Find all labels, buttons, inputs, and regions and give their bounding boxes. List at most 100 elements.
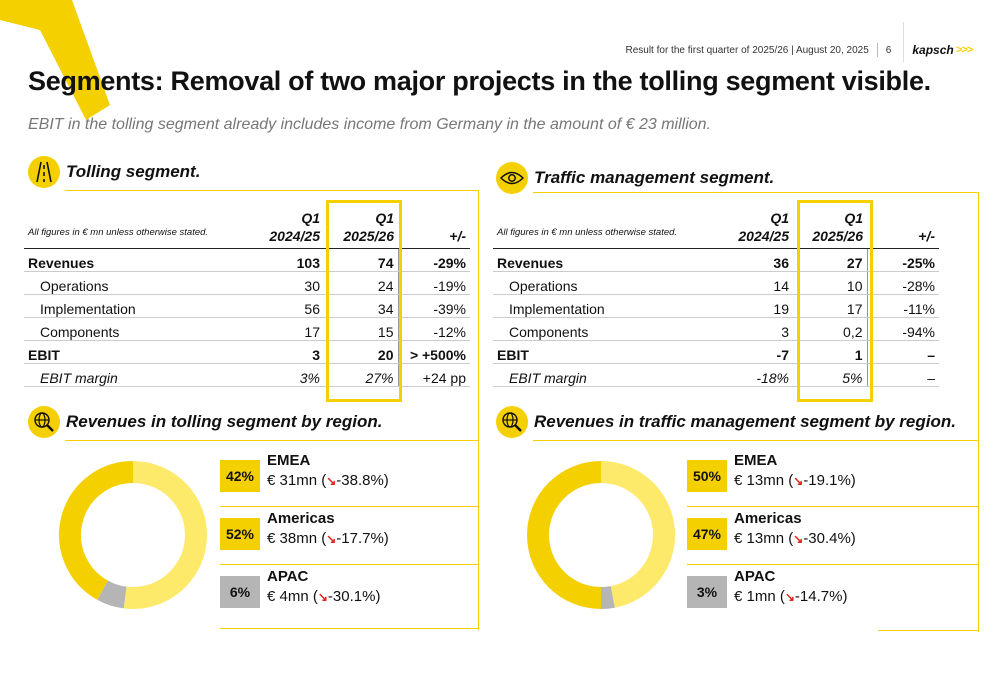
row-change: -25% xyxy=(866,248,939,272)
row-change: -19% xyxy=(397,271,470,295)
globe-search-icon xyxy=(28,406,60,438)
page-number: 6 xyxy=(885,44,892,56)
row-value-curr: 27% xyxy=(324,363,398,387)
table-row: Operations 14 10 -28% xyxy=(493,271,939,295)
traffic-region-emea: 50% EMEA € 13mn (↘-19.1%) xyxy=(687,452,856,492)
region-text: APAC € 4mn (↘-30.1%) xyxy=(267,568,380,608)
region-share-badge: 52% xyxy=(220,518,260,550)
row-change: -94% xyxy=(866,317,939,341)
col-year-label: 2024/25 xyxy=(738,227,789,244)
row-change: -28% xyxy=(866,271,939,295)
row-change: – xyxy=(866,363,939,387)
tolling-col-curr: Q1 2025/26 xyxy=(324,200,398,249)
row-change: -11% xyxy=(866,294,939,318)
eye-icon xyxy=(496,162,528,194)
donut-slice-emea xyxy=(527,461,602,609)
region-value-amount: € 13mn ( xyxy=(734,530,794,547)
table-row: Components 3 0,2 -94% xyxy=(493,317,939,341)
traffic-section-title: Traffic management segment. xyxy=(534,168,775,187)
row-label: Implementation xyxy=(493,294,723,318)
row-change: -29% xyxy=(397,248,470,272)
region-text: EMEA € 13mn (↘-19.1%) xyxy=(734,452,856,492)
traffic-region-americas: 47% Americas € 13mn (↘-30.4%) xyxy=(687,510,856,550)
col-q-label: Q1 xyxy=(301,209,320,226)
region-divider xyxy=(687,564,978,565)
tolling-table-note: All figures in € mn unless otherwise sta… xyxy=(24,200,254,249)
page-subtitle: EBIT in the tolling segment already incl… xyxy=(28,116,711,133)
region-divider xyxy=(220,628,478,629)
table-row: Components 17 15 -12% xyxy=(24,317,470,341)
header-separator-tall xyxy=(903,22,905,62)
col-q-label: Q1 xyxy=(375,209,394,226)
row-value-prev: 14 xyxy=(723,271,793,295)
traffic-col-curr: Q1 2025/26 xyxy=(793,200,867,249)
region-text: Americas € 38mn (↘-17.7%) xyxy=(267,510,389,550)
corner-decoration xyxy=(0,0,110,120)
region-value-amount: € 31mn ( xyxy=(267,472,327,489)
tolling-region-americas: 52% Americas € 38mn (↘-17.7%) xyxy=(220,510,389,550)
region-value-amount: € 13mn ( xyxy=(734,472,794,489)
row-label: Implementation xyxy=(24,294,254,318)
tolling-donut-chart xyxy=(59,461,207,609)
region-text: EMEA € 31mn (↘-38.8%) xyxy=(267,452,389,492)
region-divider xyxy=(878,630,978,631)
row-value-prev: 56 xyxy=(254,294,324,318)
row-value-curr: 20 xyxy=(324,340,398,364)
tolling-regions-header: Revenues in tolling segment by region. xyxy=(28,406,382,438)
header-info: Result for the first quarter of 2025/26 … xyxy=(625,44,869,56)
traffic-table-note: All figures in € mn unless otherwise sta… xyxy=(493,200,723,249)
region-value-change: -19.1%) xyxy=(803,472,856,489)
region-value-change: -17.7%) xyxy=(336,530,389,547)
row-value-prev: 17 xyxy=(254,317,324,341)
donut-slice-americas xyxy=(123,461,207,609)
table-row: Revenues 36 27 -25% xyxy=(493,248,939,272)
donut-slice-apac xyxy=(97,580,127,609)
row-change: > +500% xyxy=(397,340,470,364)
row-change: – xyxy=(866,340,939,364)
globe-search-icon xyxy=(496,406,528,438)
col-year-label: 2024/25 xyxy=(269,227,320,244)
row-value-prev: 3 xyxy=(723,317,793,341)
tolling-right-rule xyxy=(478,190,479,630)
logo-arrows: >>> xyxy=(955,44,973,56)
row-label: EBIT xyxy=(24,340,254,364)
region-name: EMEA xyxy=(267,452,311,469)
region-value: € 13mn (↘-30.4%) xyxy=(734,528,856,550)
col-q-label: Q1 xyxy=(844,209,863,226)
row-value-curr: 1 xyxy=(793,340,867,364)
tolling-regions-title: Revenues in tolling segment by region. xyxy=(66,412,383,431)
traffic-header-rule xyxy=(533,192,979,193)
traffic-regions-header: Revenues in traffic management segment b… xyxy=(496,406,956,438)
down-arrow-icon: ↘ xyxy=(793,532,804,546)
page-title: Segments: Removal of two major projects … xyxy=(28,66,931,96)
row-value-curr: 10 xyxy=(793,271,867,295)
tolling-section-title: Tolling segment. xyxy=(66,162,201,181)
row-label: Revenues xyxy=(493,248,723,272)
tolling-header-rule xyxy=(65,190,478,191)
region-value-amount: € 4mn ( xyxy=(267,588,318,605)
tolling-highlight-box xyxy=(326,200,402,402)
tolling-col-prev: Q1 2024/25 xyxy=(254,200,324,249)
row-label: EBIT xyxy=(493,340,723,364)
donut-slice-americas xyxy=(600,461,675,608)
row-value-prev: -7 xyxy=(723,340,793,364)
region-name: APAC xyxy=(734,568,776,585)
tolling-table: All figures in € mn unless otherwise sta… xyxy=(24,200,470,387)
down-arrow-icon: ↘ xyxy=(784,590,795,604)
table-row: Implementation 19 17 -11% xyxy=(493,294,939,318)
region-text: Americas € 13mn (↘-30.4%) xyxy=(734,510,856,550)
region-share-badge: 42% xyxy=(220,460,260,492)
tolling-region-apac: 6% APAC € 4mn (↘-30.1%) xyxy=(220,568,380,608)
table-row: Implementation 56 34 -39% xyxy=(24,294,470,318)
traffic-table: All figures in € mn unless otherwise sta… xyxy=(493,200,939,387)
region-value-change: -38.8%) xyxy=(336,472,389,489)
region-value-change: -14.7%) xyxy=(794,588,848,605)
row-change: -39% xyxy=(397,294,470,318)
region-name: EMEA xyxy=(734,452,778,469)
traffic-regions-title: Revenues in traffic management segment b… xyxy=(534,412,956,431)
tolling-regions-rule xyxy=(65,440,478,441)
down-arrow-icon: ↘ xyxy=(793,474,804,488)
row-value-prev: 103 xyxy=(254,248,324,272)
row-value-prev: 36 xyxy=(723,248,793,272)
region-divider xyxy=(687,506,978,507)
